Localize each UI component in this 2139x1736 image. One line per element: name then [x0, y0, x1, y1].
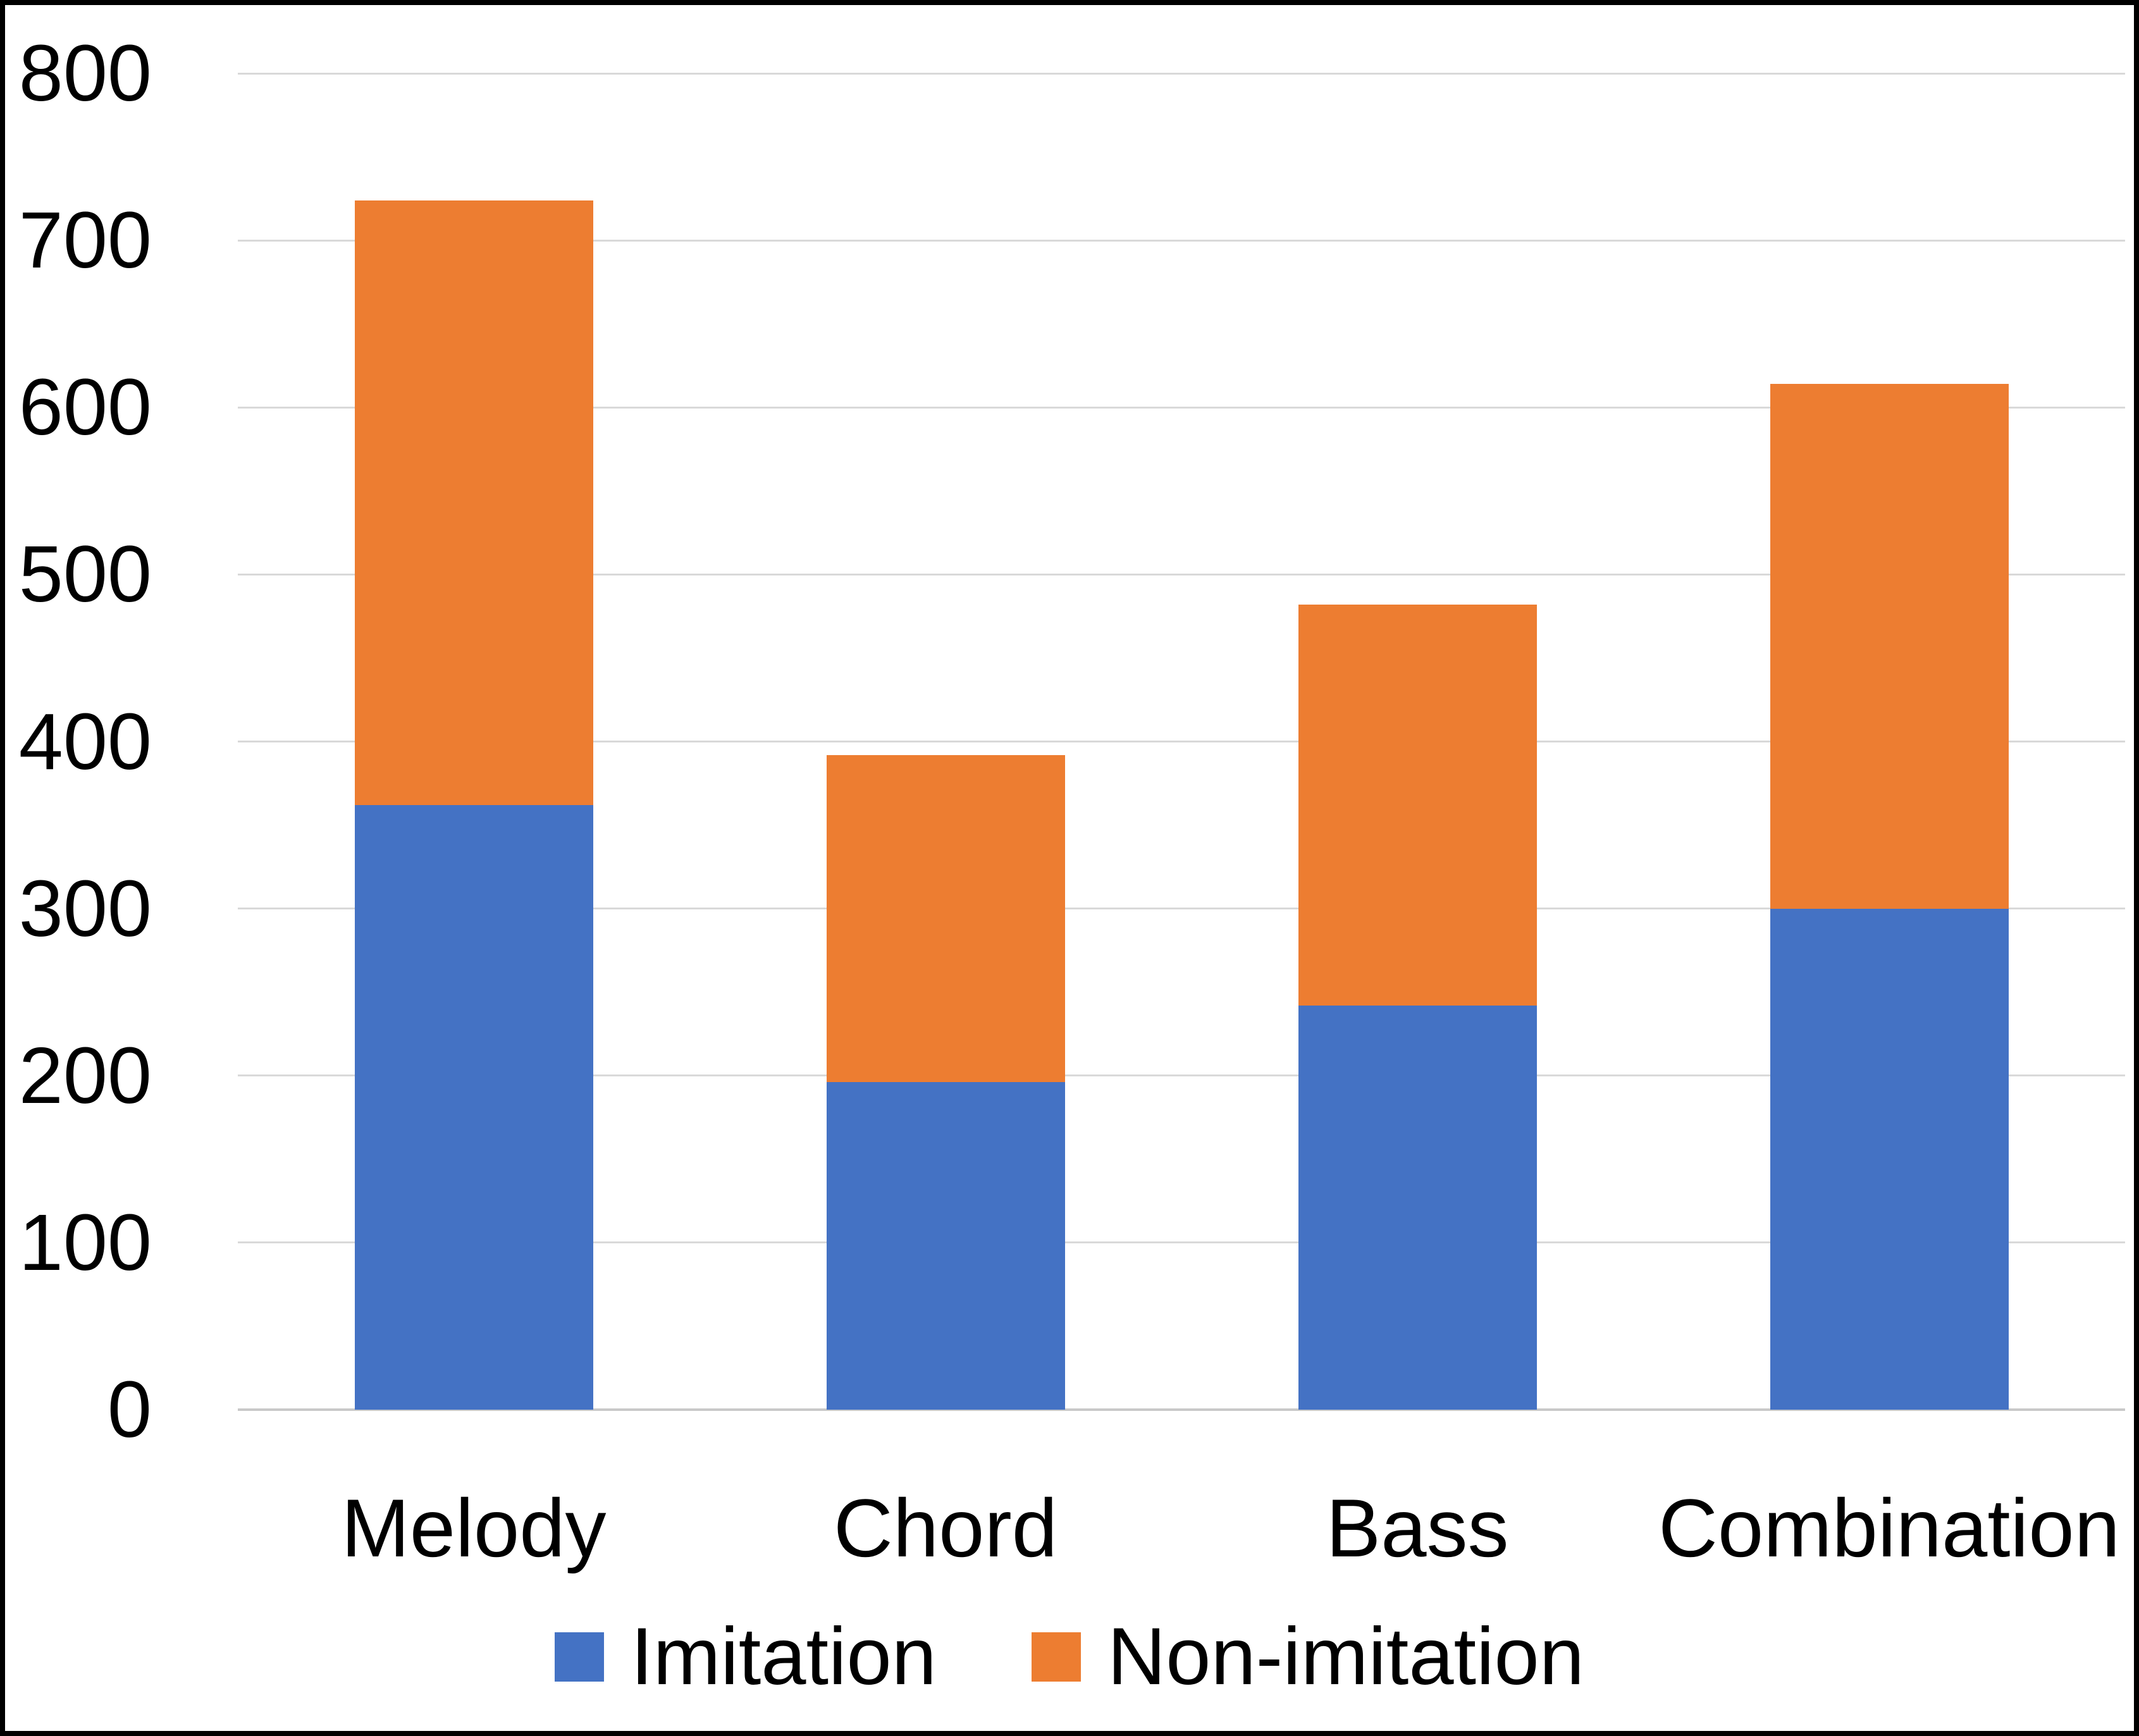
x-axis-line	[238, 1408, 2125, 1411]
bar-segment-imitation-bass	[1298, 1005, 1537, 1410]
legend-item-imitation: Imitation	[555, 1616, 937, 1697]
bar-segment-imitation-combination	[1770, 908, 2009, 1410]
legend-swatch-non-imitation	[1031, 1632, 1081, 1682]
y-tick-label-300: 300	[18, 863, 152, 953]
category-label-combination: Combination	[1658, 1482, 2120, 1574]
bar-segment-imitation-chord	[827, 1082, 1065, 1410]
gridline	[238, 1241, 2125, 1244]
y-tick-label-700: 700	[18, 195, 152, 285]
bar-segment-imitation-melody	[355, 804, 593, 1410]
category-label-chord: Chord	[833, 1482, 1058, 1574]
y-tick-label-500: 500	[18, 529, 152, 619]
y-tick-label-400: 400	[18, 696, 152, 786]
bar-segment-non-imitation-combination	[1770, 384, 2009, 909]
bar-segment-non-imitation-melody	[355, 200, 593, 805]
bar-segment-non-imitation-chord	[827, 754, 1065, 1083]
bar-segment-non-imitation-bass	[1298, 604, 1537, 1006]
y-tick-label-800: 800	[18, 28, 152, 118]
legend-label-imitation: Imitation	[631, 1611, 937, 1702]
gridline	[238, 406, 2125, 409]
gridline	[238, 573, 2125, 576]
legend-label-non-imitation: Non-imitation	[1107, 1611, 1584, 1702]
gridline	[238, 908, 2125, 910]
gridline	[238, 239, 2125, 242]
gridline	[238, 72, 2125, 75]
y-tick-label-100: 100	[18, 1197, 152, 1287]
gridline	[238, 1074, 2125, 1077]
category-label-bass: Bass	[1326, 1482, 1509, 1574]
legend-swatch-imitation	[555, 1632, 605, 1682]
y-tick-label-200: 200	[18, 1030, 152, 1120]
y-tick-label-0: 0	[107, 1365, 152, 1454]
legend: Imitation Non-imitation	[5, 1615, 2134, 1699]
gridline	[238, 741, 2125, 742]
category-label-melody: Melody	[341, 1482, 607, 1574]
y-tick-label-600: 600	[18, 362, 152, 452]
legend-item-non-imitation: Non-imitation	[1031, 1611, 1584, 1702]
